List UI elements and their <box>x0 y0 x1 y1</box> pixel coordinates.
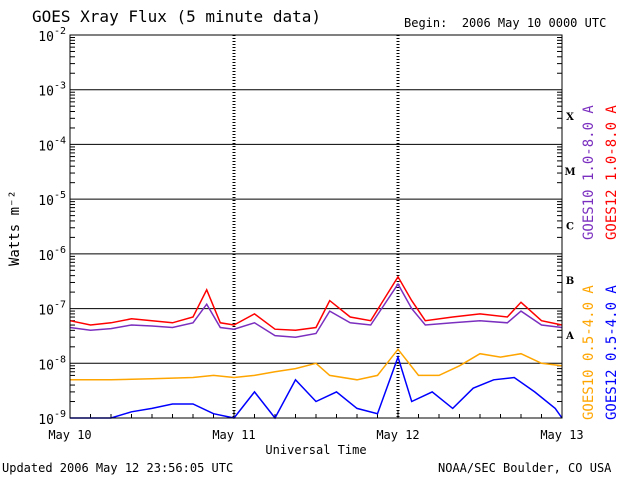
begin-label-text: Begin: <box>404 16 448 30</box>
x-tick-label: May 13 <box>540 428 583 442</box>
flare-class-label: B <box>566 276 574 287</box>
y-tick-label: 10-8 <box>38 354 66 373</box>
series-line <box>70 348 563 381</box>
flare-class-label: A <box>565 331 574 342</box>
x-tick-label: May 10 <box>48 428 91 442</box>
y-tick-label: 10-7 <box>38 300 66 319</box>
series-line <box>69 275 563 332</box>
legend-goes10-long: GOES10 1.0-8.0 A <box>581 105 597 240</box>
updated-text: Updated 2006 May 12 23:56:05 UTC <box>2 461 234 475</box>
credit-text: NOAA/SEC Boulder, CO USA <box>438 461 612 475</box>
y-tick-label: 10-6 <box>38 245 66 264</box>
chart-title: GOES Xray Flux (5 minute data) <box>32 7 321 26</box>
series-line <box>70 354 563 420</box>
y-tick-label: 10-3 <box>38 81 66 100</box>
x-tick-label: May 12 <box>376 428 419 442</box>
x-axis-label: Universal Time <box>265 443 366 457</box>
y-tick-label: 10-9 <box>38 409 66 428</box>
y-axis-label: Watts m⁻² <box>7 190 23 266</box>
series-line <box>69 282 563 338</box>
begin-label: Begin: 2006 May 10 0000 UTC <box>404 17 606 29</box>
y-tick-label: 10-5 <box>38 190 66 209</box>
y-tick-label: 10-4 <box>38 135 66 154</box>
y-tick-label: 10-2 <box>38 26 66 45</box>
legend-goes10-short: GOES10 0.5-4.0 A <box>581 285 597 420</box>
flare-class-label: M <box>564 167 575 178</box>
legend-goes12-short: GOES12 0.5-4.0 A <box>604 285 620 420</box>
flare-class-label: C <box>566 221 574 232</box>
x-tick-label: May 11 <box>212 428 255 442</box>
begin-value: 2006 May 10 0000 UTC <box>461 16 607 30</box>
flare-class-label: X <box>566 112 574 123</box>
legend-goes12-long: GOES12 1.0-8.0 A <box>604 105 620 240</box>
plot-frame <box>69 34 563 419</box>
